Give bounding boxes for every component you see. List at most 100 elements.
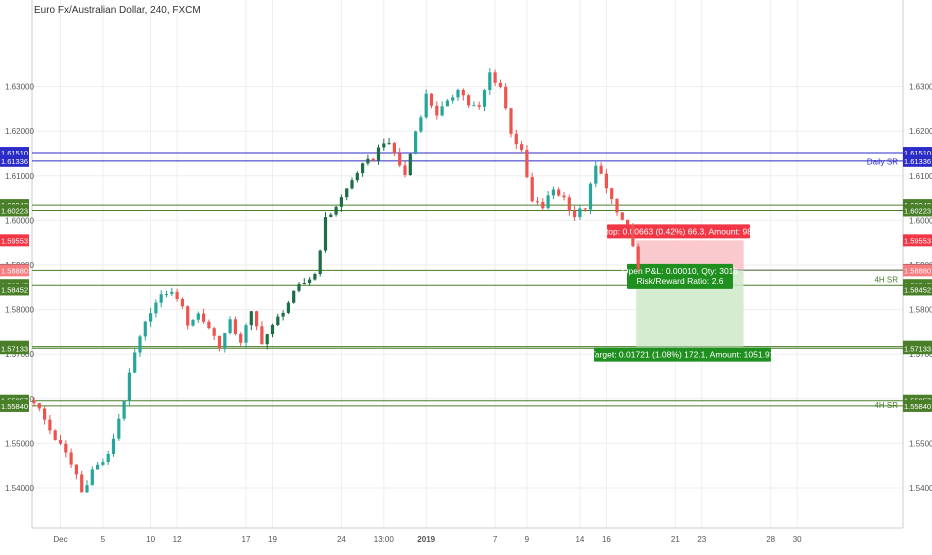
right-y-tick-label: 1.61000 xyxy=(909,172,932,181)
candle-body xyxy=(493,72,497,83)
candle-body xyxy=(74,464,78,475)
candle-body xyxy=(467,95,471,106)
candle-body xyxy=(498,82,502,87)
candle-body xyxy=(64,443,68,453)
candle-body xyxy=(408,153,412,176)
candle-body xyxy=(472,105,476,107)
target-label[interactable]: Target: 0.01721 (1.08%) 172.1, Amount: 1… xyxy=(591,347,775,362)
candle-body xyxy=(557,189,561,196)
right-y-tick-label: 1.60000 xyxy=(909,216,932,225)
candle-body xyxy=(610,188,614,199)
short-position-tool[interactable]: Stop: 0.00663 (0.42%) 66.3, Amount: 980 O… xyxy=(591,224,903,362)
right-price-tag-text: 1.60223 xyxy=(904,206,931,215)
candle-body xyxy=(96,464,100,470)
left-price-tag-text: 1.55840 xyxy=(1,402,28,411)
x-tick-label: 24 xyxy=(337,535,346,544)
candle-body xyxy=(313,273,317,280)
candle-body xyxy=(159,294,163,303)
pnl-label[interactable]: Open P&L: 0.00010, Qty: 3016Risk/Reward … xyxy=(622,263,739,289)
candle-body xyxy=(583,208,587,210)
candle-body xyxy=(588,183,593,210)
right-y-tick-label: 1.58000 xyxy=(909,306,932,315)
right-price-tag-text: 1.58452 xyxy=(904,285,931,294)
candle-body xyxy=(477,105,481,107)
candle-body xyxy=(260,326,264,345)
pnl-label-bg xyxy=(627,263,733,289)
candle-body xyxy=(594,165,598,184)
candle-body xyxy=(186,306,190,326)
x-tick-label: 30 xyxy=(793,535,802,544)
candle-body xyxy=(345,188,349,198)
x-tick-label: 23 xyxy=(697,535,706,544)
left-price-tag xyxy=(0,234,29,247)
right-y-tick-label: 1.62000 xyxy=(909,127,932,136)
candle-body xyxy=(191,319,195,326)
left-price-tag-text: 1.58452 xyxy=(1,285,28,294)
candle-body xyxy=(334,206,338,215)
candle-body xyxy=(620,212,624,220)
left-price-tag xyxy=(0,283,29,296)
x-tick-label: 21 xyxy=(671,535,680,544)
price-tags: 1.615101.615101.613361.613361.603431.603… xyxy=(0,147,932,412)
left-price-tag xyxy=(0,154,29,167)
candle-body xyxy=(308,279,312,283)
candle-body xyxy=(578,208,582,218)
x-tick-label: 13:00 xyxy=(374,535,395,544)
candle-body xyxy=(265,334,269,345)
sr-level-label: Daily SR xyxy=(867,158,898,167)
right-price-tag xyxy=(903,154,932,167)
candle-body xyxy=(615,198,619,213)
candle-body xyxy=(551,189,555,196)
right-y-tick-label: 1.54000 xyxy=(909,484,932,493)
x-tick-label: 17 xyxy=(242,535,251,544)
candle-body xyxy=(366,158,370,164)
candle-body xyxy=(202,313,206,322)
stop-label[interactable]: Stop: 0.00663 (0.42%) 66.3, Amount: 980 xyxy=(600,224,757,239)
candle-body xyxy=(626,219,630,225)
pnl-label-text: Risk/Reward Ratio: 2.6 xyxy=(637,276,724,286)
candle-body xyxy=(504,86,508,109)
left-price-tag-text: 1.61336 xyxy=(1,157,28,166)
right-price-tag-text: 1.58880 xyxy=(904,266,931,275)
left-price-tag xyxy=(0,204,29,217)
candle-body xyxy=(43,408,47,420)
candle-body xyxy=(361,163,365,174)
time-axis[interactable]: Dec 5 10 12 17 19 24 13:00 2019 7 9 14 16 21 23 28 30 xyxy=(32,527,903,544)
candle-body xyxy=(217,335,222,349)
candle-body xyxy=(69,452,73,465)
right-price-tag-text: 1.57133 xyxy=(904,344,931,353)
candle-body xyxy=(350,180,354,189)
candle-body xyxy=(302,282,306,285)
candle-body xyxy=(382,143,386,148)
candle-body xyxy=(48,419,52,431)
horizontal-levels[interactable]: Daily SR 4H SR 4H SR xyxy=(32,152,903,410)
candle-body xyxy=(175,291,179,299)
candle-body xyxy=(32,400,36,404)
candle-body xyxy=(530,177,534,202)
stop-label-text: Stop: 0.00663 (0.42%) 66.3, Amount: 980 xyxy=(600,226,757,236)
x-tick-label: 9 xyxy=(525,535,530,544)
candle-body xyxy=(106,453,110,463)
chart-title: Euro Fx/Australian Dollar, 240, FXCM xyxy=(34,5,201,16)
left-price-tag xyxy=(0,342,29,355)
candle-body xyxy=(482,90,487,107)
candle-body xyxy=(196,313,200,320)
candle-body xyxy=(599,165,603,174)
candle-body xyxy=(90,469,94,486)
candle-body xyxy=(58,440,63,444)
candle-body xyxy=(604,173,608,189)
candle-body xyxy=(122,400,126,419)
right-price-tag xyxy=(903,234,932,247)
left-y-tick-label: 1.54000 xyxy=(5,484,34,493)
candle-body xyxy=(387,142,391,144)
stop-label-bg xyxy=(607,224,750,239)
candle-body xyxy=(318,250,322,274)
candle-body xyxy=(520,144,524,151)
x-tick-label: 14 xyxy=(575,535,584,544)
candle-body xyxy=(286,302,290,313)
left-y-tick-label: 1.58000 xyxy=(5,306,34,315)
candle-body xyxy=(143,321,147,337)
